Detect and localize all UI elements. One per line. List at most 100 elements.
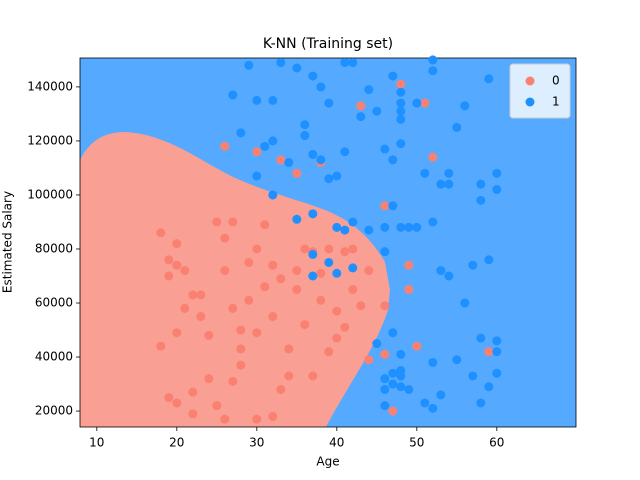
point: [372, 106, 382, 116]
point: [220, 266, 230, 276]
point: [236, 360, 246, 370]
point: [332, 306, 342, 316]
point: [412, 341, 422, 351]
y-tick-label: 80000: [35, 241, 73, 255]
point: [340, 247, 350, 257]
point: [420, 98, 430, 108]
point: [388, 71, 398, 81]
point: [340, 58, 350, 68]
point: [308, 71, 318, 81]
legend-label: 0: [552, 74, 560, 88]
point: [268, 95, 278, 105]
point: [412, 98, 422, 108]
y-axis-label: Estimated Salary: [1, 191, 15, 293]
point: [484, 347, 494, 357]
point: [172, 328, 182, 338]
legend-label: 1: [552, 95, 560, 109]
point: [268, 411, 278, 421]
point: [268, 260, 278, 270]
point: [444, 271, 454, 281]
point: [332, 268, 342, 278]
point: [388, 368, 398, 378]
chart-title: K-NN (Training set): [263, 36, 393, 52]
point: [452, 355, 462, 365]
point: [348, 217, 358, 227]
point: [436, 179, 446, 189]
point: [388, 379, 398, 389]
point: [372, 339, 382, 349]
point: [244, 257, 254, 267]
point: [188, 290, 198, 300]
point: [180, 303, 190, 313]
point: [460, 298, 470, 308]
point: [228, 303, 238, 313]
point: [204, 330, 214, 340]
point: [284, 371, 294, 381]
point: [300, 244, 310, 254]
point: [340, 225, 350, 235]
point: [476, 195, 486, 205]
legend-marker: [525, 76, 535, 86]
x-tick-label: 50: [409, 436, 424, 450]
x-tick-label: 20: [169, 436, 184, 450]
point: [228, 376, 238, 386]
x-tick-label: 10: [89, 436, 104, 450]
point: [324, 347, 334, 357]
legend-marker: [525, 97, 535, 107]
point: [396, 106, 406, 116]
point: [380, 301, 390, 311]
decision-regions: [80, 58, 576, 427]
point: [484, 255, 494, 265]
point: [276, 155, 286, 165]
point: [380, 374, 390, 384]
point: [364, 85, 374, 95]
point: [380, 247, 390, 257]
point: [380, 401, 390, 411]
point: [316, 268, 326, 278]
point: [252, 328, 262, 338]
point: [292, 63, 302, 73]
point: [444, 168, 454, 178]
point: [268, 312, 278, 322]
point: [220, 141, 230, 151]
point: [492, 347, 502, 357]
point: [428, 152, 438, 162]
point: [236, 325, 246, 335]
point: [284, 158, 294, 168]
point: [300, 120, 310, 130]
point: [324, 98, 334, 108]
point: [316, 295, 326, 305]
legend-box: [509, 63, 571, 119]
point: [244, 295, 254, 305]
point: [444, 179, 454, 189]
point: [252, 171, 262, 181]
point: [428, 55, 438, 65]
point: [292, 168, 302, 178]
point: [260, 282, 270, 292]
point: [292, 266, 302, 276]
point: [196, 312, 206, 322]
point: [484, 74, 494, 84]
point: [348, 58, 358, 68]
point: [388, 155, 398, 165]
point: [268, 136, 278, 146]
point: [388, 406, 398, 416]
x-tick-label: 60: [489, 436, 504, 450]
point: [380, 384, 390, 394]
point: [476, 179, 486, 189]
point: [380, 222, 390, 232]
point: [260, 141, 270, 151]
point: [492, 368, 502, 378]
point: [268, 190, 278, 200]
point: [396, 349, 406, 359]
point: [396, 222, 406, 232]
point: [476, 333, 486, 343]
point: [260, 220, 270, 230]
point: [332, 222, 342, 232]
point: [228, 90, 238, 100]
point: [380, 144, 390, 154]
point: [348, 244, 358, 254]
point: [332, 333, 342, 343]
point: [428, 66, 438, 76]
point: [316, 155, 326, 165]
